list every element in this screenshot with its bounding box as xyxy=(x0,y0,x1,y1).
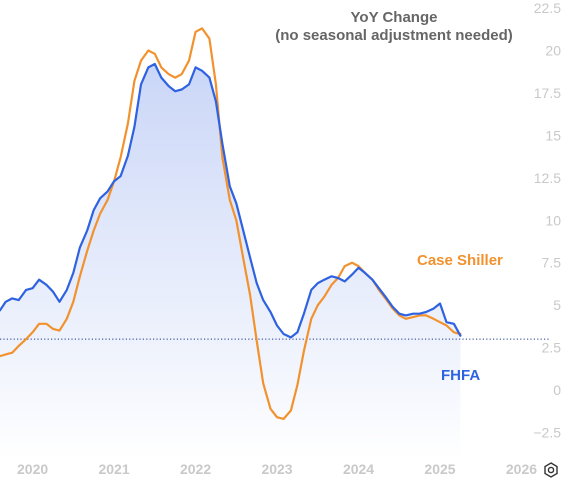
y-tick-label: 5 xyxy=(553,297,561,313)
y-tick-label: 7.5 xyxy=(542,255,562,271)
y-tick-label: 12.5 xyxy=(534,170,561,186)
x-tick-label: 2020 xyxy=(17,461,48,477)
x-axis-ticks: 2020 2021 2022 2023 2024 2025 2026 xyxy=(17,461,537,477)
y-tick-label: 2.5 xyxy=(542,340,562,356)
series-area-layer xyxy=(0,64,461,458)
x-tick-label: 2024 xyxy=(343,461,374,477)
series-label-fhfa: FHFA xyxy=(441,367,480,384)
x-tick-label: 2022 xyxy=(180,461,211,477)
series-line-layer xyxy=(0,27,462,420)
y-tick-label: 0 xyxy=(553,382,561,398)
chart-title-line-2: (no seasonal adjustment needed) xyxy=(275,27,513,44)
y-tick-label: 20 xyxy=(545,42,561,58)
y-tick-label: −2.5 xyxy=(533,425,561,441)
x-tick-label: 2021 xyxy=(98,461,129,477)
y-tick-label: 17.5 xyxy=(534,85,561,101)
y-tick-label: 10 xyxy=(545,212,561,228)
y-tick-label: 22.5 xyxy=(534,0,561,16)
series-area-fhfa xyxy=(0,64,461,458)
series-line-fhfa xyxy=(0,62,462,339)
series-label-case-shiller: Case Shiller xyxy=(417,252,503,269)
y-tick-label: 15 xyxy=(545,127,561,143)
y-axis-ticks: 22.5 20 17.5 15 12.5 10 7.5 5 2.5 0 −2.5 xyxy=(533,0,561,441)
x-tick-label: 2026 xyxy=(506,461,537,477)
gear-icon[interactable] xyxy=(541,460,561,480)
chart-title-line-1: YoY Change xyxy=(351,9,438,26)
x-tick-label: 2023 xyxy=(261,461,292,477)
x-tick-label: 2025 xyxy=(424,461,455,477)
